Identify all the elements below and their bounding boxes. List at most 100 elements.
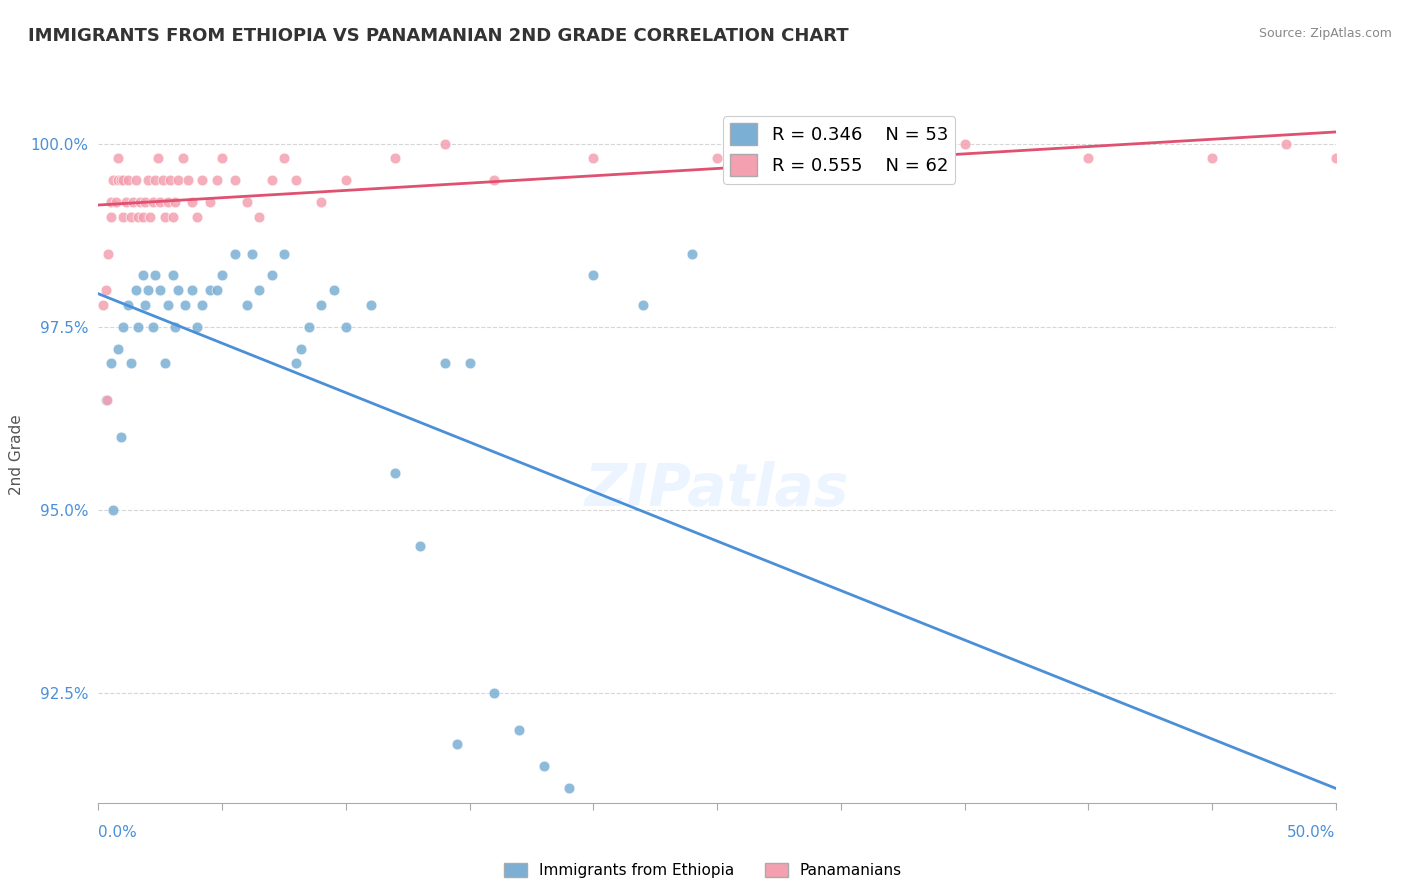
Point (129, 195, 152, 210)
Text: Source: ZipAtlas.com: Source: ZipAtlas.com (1258, 27, 1392, 40)
Point (134, 298, 156, 312)
Point (100, 195, 122, 210)
Point (446, 737, 468, 751)
Point (224, 173, 246, 187)
Point (127, 319, 149, 334)
Point (582, 151, 605, 165)
Point (205, 283, 228, 297)
Point (290, 342, 312, 356)
Point (94, 283, 117, 297)
Y-axis label: 2nd Grade: 2nd Grade (8, 415, 24, 495)
Point (136, 283, 159, 297)
Point (236, 195, 259, 210)
Point (120, 356, 142, 370)
Point (181, 195, 204, 210)
Point (110, 173, 132, 187)
Point (335, 173, 357, 187)
Point (205, 173, 228, 187)
Point (156, 298, 179, 312)
Point (1201, 151, 1223, 165)
Point (127, 210, 149, 224)
Point (149, 195, 172, 210)
Point (236, 298, 259, 312)
Point (132, 210, 155, 224)
Point (191, 173, 214, 187)
Point (103, 173, 125, 187)
Point (260, 268, 283, 283)
Point (176, 173, 198, 187)
Text: ZIPatlas: ZIPatlas (585, 461, 849, 518)
Point (107, 151, 129, 165)
Point (198, 283, 221, 297)
Point (172, 151, 194, 165)
Point (143, 268, 166, 283)
Point (162, 268, 184, 283)
Point (273, 246, 295, 260)
Point (132, 268, 155, 283)
Point (953, 136, 976, 151)
Point (93, 298, 115, 312)
Point (1077, 151, 1099, 165)
Point (191, 298, 214, 312)
Point (143, 173, 166, 187)
Legend: R = 0.346    N = 53, R = 0.555    N = 62: R = 0.346 N = 53, R = 0.555 N = 62 (723, 116, 956, 184)
Point (159, 173, 181, 187)
Point (100, 356, 122, 370)
Point (533, 759, 555, 773)
Point (107, 173, 129, 187)
Point (181, 283, 204, 297)
Point (165, 319, 187, 334)
Point (285, 356, 308, 370)
Point (557, 781, 579, 796)
Point (96, 392, 118, 407)
Point (186, 210, 208, 224)
Point (103, 503, 125, 517)
Point (224, 246, 246, 260)
Point (142, 319, 165, 334)
Text: 50.0%: 50.0% (1288, 825, 1336, 840)
Point (322, 283, 344, 297)
Point (247, 283, 270, 297)
Text: 0.0%: 0.0% (98, 825, 138, 840)
Point (117, 298, 139, 312)
Text: IMMIGRANTS FROM ETHIOPIA VS PANAMANIAN 2ND GRADE CORRELATION CHART: IMMIGRANTS FROM ETHIOPIA VS PANAMANIAN 2… (28, 27, 849, 45)
Point (309, 298, 332, 312)
Point (117, 173, 139, 187)
Point (174, 298, 197, 312)
Point (384, 467, 406, 481)
Point (97, 246, 120, 260)
Point (681, 246, 703, 260)
Point (155, 210, 177, 224)
Point (706, 151, 728, 165)
Point (1275, 136, 1298, 151)
Point (433, 356, 456, 370)
Point (112, 319, 135, 334)
Point (484, 173, 506, 187)
Point (433, 136, 456, 151)
Point (198, 195, 221, 210)
Point (114, 195, 136, 210)
Point (335, 319, 357, 334)
Point (124, 173, 146, 187)
Point (155, 356, 177, 370)
Point (273, 151, 295, 165)
Point (94, 392, 117, 407)
Point (830, 151, 852, 165)
Point (122, 195, 145, 210)
Point (107, 342, 129, 356)
Point (166, 283, 188, 297)
Point (186, 319, 208, 334)
Point (146, 151, 169, 165)
Point (285, 173, 308, 187)
Point (360, 298, 382, 312)
Point (582, 268, 605, 283)
Point (124, 283, 146, 297)
Point (142, 195, 165, 210)
Point (247, 210, 270, 224)
Point (409, 540, 432, 554)
Point (240, 246, 263, 260)
Point (260, 173, 283, 187)
Point (211, 268, 233, 283)
Point (112, 210, 135, 224)
Point (165, 195, 187, 210)
